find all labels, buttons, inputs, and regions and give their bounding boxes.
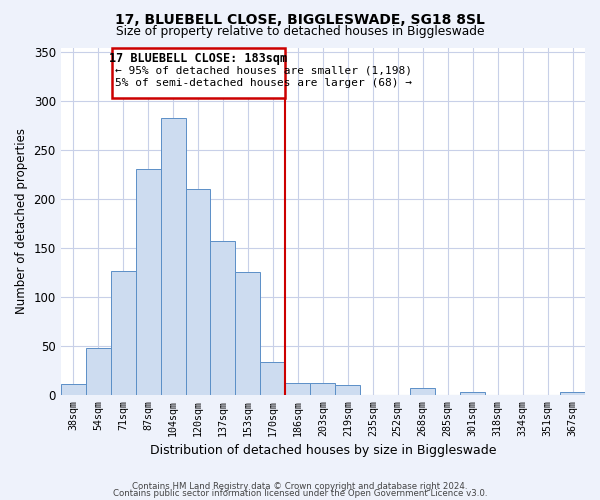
Text: Size of property relative to detached houses in Biggleswade: Size of property relative to detached ho…: [116, 25, 484, 38]
Text: Contains HM Land Registry data © Crown copyright and database right 2024.: Contains HM Land Registry data © Crown c…: [132, 482, 468, 491]
Bar: [136, 169, 161, 396]
Bar: [310, 382, 335, 396]
Text: 5% of semi-detached houses are larger (68) →: 5% of semi-detached houses are larger (6…: [115, 78, 412, 88]
Text: 17 BLUEBELL CLOSE: 183sqm: 17 BLUEBELL CLOSE: 183sqm: [109, 52, 287, 66]
Bar: [410, 388, 435, 396]
Text: ← 95% of detached houses are smaller (1,198): ← 95% of detached houses are smaller (1,…: [115, 65, 412, 75]
Bar: [260, 362, 286, 396]
Bar: [112, 48, 285, 98]
Bar: [235, 272, 260, 396]
Bar: [286, 382, 310, 396]
Bar: [335, 384, 360, 396]
Bar: [61, 384, 86, 396]
Text: Contains public sector information licensed under the Open Government Licence v3: Contains public sector information licen…: [113, 489, 487, 498]
Bar: [185, 188, 211, 396]
Bar: [161, 118, 185, 396]
Text: 17, BLUEBELL CLOSE, BIGGLESWADE, SG18 8SL: 17, BLUEBELL CLOSE, BIGGLESWADE, SG18 8S…: [115, 12, 485, 26]
Bar: [86, 348, 110, 396]
Bar: [560, 392, 585, 396]
Bar: [110, 271, 136, 396]
X-axis label: Distribution of detached houses by size in Biggleswade: Distribution of detached houses by size …: [149, 444, 496, 458]
Bar: [211, 240, 235, 396]
Bar: [460, 392, 485, 396]
Y-axis label: Number of detached properties: Number of detached properties: [15, 128, 28, 314]
